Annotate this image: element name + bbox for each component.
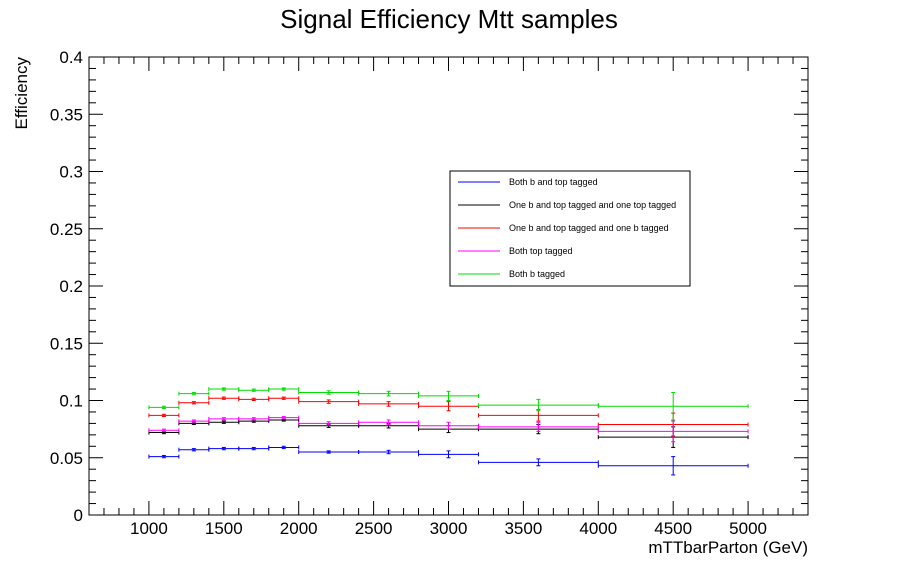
series bbox=[148, 445, 749, 476]
x-tick-label: 2500 bbox=[355, 519, 393, 538]
legend-label: Both b and top tagged bbox=[509, 177, 598, 187]
axis-ticks bbox=[89, 56, 808, 516]
y-tick-label: 0.3 bbox=[59, 163, 83, 182]
y-tick-label: 0.05 bbox=[50, 449, 83, 468]
y-axis-title: Efficiency bbox=[12, 57, 31, 130]
series bbox=[148, 396, 749, 437]
y-tick-label: 0.15 bbox=[50, 334, 83, 353]
x-tick-labels: 1000 1500 2000 2500 3000 3500 4000 4500 5000 bbox=[130, 519, 767, 538]
x-tick-label: 5000 bbox=[729, 519, 767, 538]
y-tick-label: 0.35 bbox=[50, 105, 83, 124]
y-tick-label: 0.2 bbox=[59, 277, 83, 296]
x-tick-label: 1500 bbox=[205, 519, 243, 538]
y-tick-labels: 0 0.05 0.1 0.15 0.2 0.25 0.3 0.35 0.4 bbox=[50, 48, 83, 525]
x-tick-label: 4000 bbox=[579, 519, 617, 538]
x-tick-label: 4500 bbox=[654, 519, 692, 538]
x-tick-label: 1000 bbox=[130, 519, 168, 538]
x-tick-label: 2000 bbox=[280, 519, 318, 538]
legend: Both b and top tagged One b and top tagge… bbox=[449, 170, 691, 287]
x-axis-title: mTTbarParton (GeV) bbox=[648, 538, 808, 557]
legend-label: Both top tagged bbox=[509, 246, 573, 256]
x-tick-label: 3000 bbox=[430, 519, 468, 538]
y-tick-label: 0.1 bbox=[59, 392, 83, 411]
legend-label: Both b tagged bbox=[509, 269, 565, 279]
plot-frame bbox=[88, 56, 809, 516]
series bbox=[148, 387, 749, 421]
y-tick-label: 0 bbox=[74, 506, 83, 525]
data-series bbox=[148, 387, 749, 476]
legend-label: One b and top tagged and one top tagged bbox=[509, 200, 676, 210]
chart-title: Signal Efficiency Mtt samples bbox=[280, 4, 618, 34]
legend-label: One b and top tagged and one b tagged bbox=[509, 223, 669, 233]
y-tick-label: 0.25 bbox=[50, 220, 83, 239]
y-tick-label: 0.4 bbox=[59, 48, 83, 67]
series bbox=[148, 415, 749, 443]
x-tick-label: 3500 bbox=[504, 519, 542, 538]
